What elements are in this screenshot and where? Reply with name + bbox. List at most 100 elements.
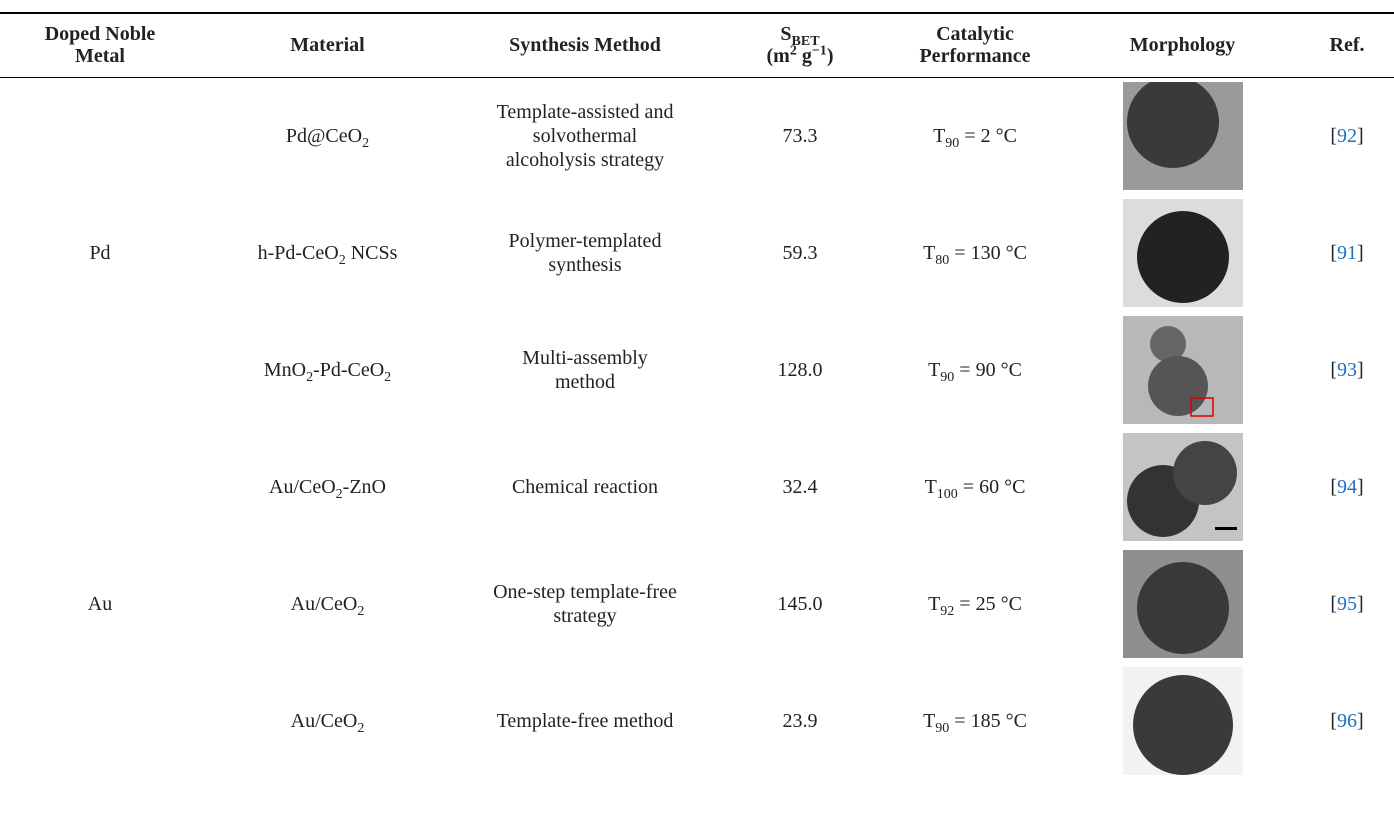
metal-cell: Au: [0, 429, 200, 780]
performance-cell: T100 = 60 °C: [885, 429, 1065, 546]
morphology-cell: [1065, 312, 1300, 429]
micrograph: [1123, 433, 1243, 541]
text-run: Au/CeO: [291, 593, 358, 615]
material-cell: Au/CeO2-ZnO: [200, 429, 455, 546]
text-run: = 60 °C: [958, 476, 1026, 498]
text-run: h-Pd-CeO: [258, 242, 339, 264]
superscript: −1: [812, 44, 827, 59]
citation-link[interactable]: 91: [1337, 242, 1357, 264]
morphology-cell: [1065, 195, 1300, 312]
method-cell: One-step template-free strategy: [455, 546, 715, 663]
text-run: Material: [290, 34, 364, 56]
header-cell: Material: [200, 13, 455, 77]
sbet-cell: 145.0: [715, 546, 885, 663]
text-run: = 130 °C: [949, 242, 1027, 264]
method-cell: Chemical reaction: [455, 429, 715, 546]
material-cell: MnO2-Pd-CeO2: [200, 312, 455, 429]
citation-link[interactable]: 96: [1337, 710, 1357, 732]
ref-cell: [93]: [1300, 312, 1394, 429]
metal-cell: Pd: [0, 77, 200, 429]
micrograph: [1123, 667, 1243, 775]
sbet-cell: 128.0: [715, 312, 885, 429]
ref-cell: [91]: [1300, 195, 1394, 312]
text-run: [: [1330, 242, 1337, 264]
citation-link[interactable]: 94: [1337, 476, 1357, 498]
text-run: T: [923, 710, 935, 732]
text-run: [: [1330, 710, 1337, 732]
text-run: Pd@CeO: [286, 125, 362, 147]
text-run: -Pd-CeO: [313, 359, 384, 381]
text-run: ]: [1357, 125, 1364, 147]
text-run: T: [933, 125, 945, 147]
citation-link[interactable]: 92: [1337, 125, 1357, 147]
text-run: T: [928, 359, 940, 381]
citation-link[interactable]: 95: [1337, 593, 1357, 615]
text-run: = 90 °C: [954, 359, 1022, 381]
header-cell: Ref.: [1300, 13, 1394, 77]
subscript: 2: [306, 370, 313, 385]
text-run: Performance: [919, 45, 1030, 67]
text-run: ]: [1357, 476, 1364, 498]
subscript: 100: [937, 487, 958, 502]
text-run: -ZnO: [343, 476, 386, 498]
morphology-cell: [1065, 663, 1300, 780]
micrograph: [1123, 550, 1243, 658]
citation-link[interactable]: 93: [1337, 359, 1357, 381]
ref-cell: [94]: [1300, 429, 1394, 546]
material-cell: Au/CeO2: [200, 663, 455, 780]
text-run: ]: [1357, 242, 1364, 264]
morphology-cell: [1065, 429, 1300, 546]
text-run: (m: [767, 45, 790, 67]
text-run: S: [780, 23, 791, 45]
text-run: Ref.: [1330, 34, 1365, 56]
subscript: 2: [362, 136, 369, 151]
performance-cell: T90 = 2 °C: [885, 77, 1065, 195]
text-run: Au/CeO: [291, 710, 358, 732]
text-run: [: [1330, 593, 1337, 615]
subscript: 2: [339, 253, 346, 268]
text-run: Metal: [75, 45, 125, 67]
subscript: 2: [384, 370, 391, 385]
material-cell: Au/CeO2: [200, 546, 455, 663]
sbet-cell: 23.9: [715, 663, 885, 780]
text-run: ]: [1357, 710, 1364, 732]
text-run: T: [928, 593, 940, 615]
text-run: = 25 °C: [954, 593, 1022, 615]
subscript: 2: [336, 487, 343, 502]
sbet-cell: 32.4: [715, 429, 885, 546]
superscript: 2: [790, 44, 797, 59]
text-run: Catalytic: [936, 23, 1014, 45]
header-cell: Morphology: [1065, 13, 1300, 77]
text-run: NCSs: [346, 242, 398, 264]
micrograph: [1123, 82, 1243, 190]
subscript: 90: [935, 721, 949, 736]
text-run: Morphology: [1130, 34, 1236, 56]
morphology-cell: [1065, 77, 1300, 195]
subscript: 2: [357, 721, 364, 736]
micrograph: [1123, 199, 1243, 307]
method-cell: Template-free method: [455, 663, 715, 780]
text-run: [: [1330, 359, 1337, 381]
text-run: [: [1330, 125, 1337, 147]
ref-cell: [95]: [1300, 546, 1394, 663]
subscript: 92: [940, 604, 954, 619]
performance-cell: T92 = 25 °C: [885, 546, 1065, 663]
subscript: 90: [940, 370, 954, 385]
performance-cell: T80 = 130 °C: [885, 195, 1065, 312]
text-run: [: [1330, 476, 1337, 498]
subscript: 80: [935, 253, 949, 268]
subscript: 90: [945, 136, 959, 151]
text-run: Doped Noble: [45, 23, 156, 45]
morphology-cell: [1065, 546, 1300, 663]
